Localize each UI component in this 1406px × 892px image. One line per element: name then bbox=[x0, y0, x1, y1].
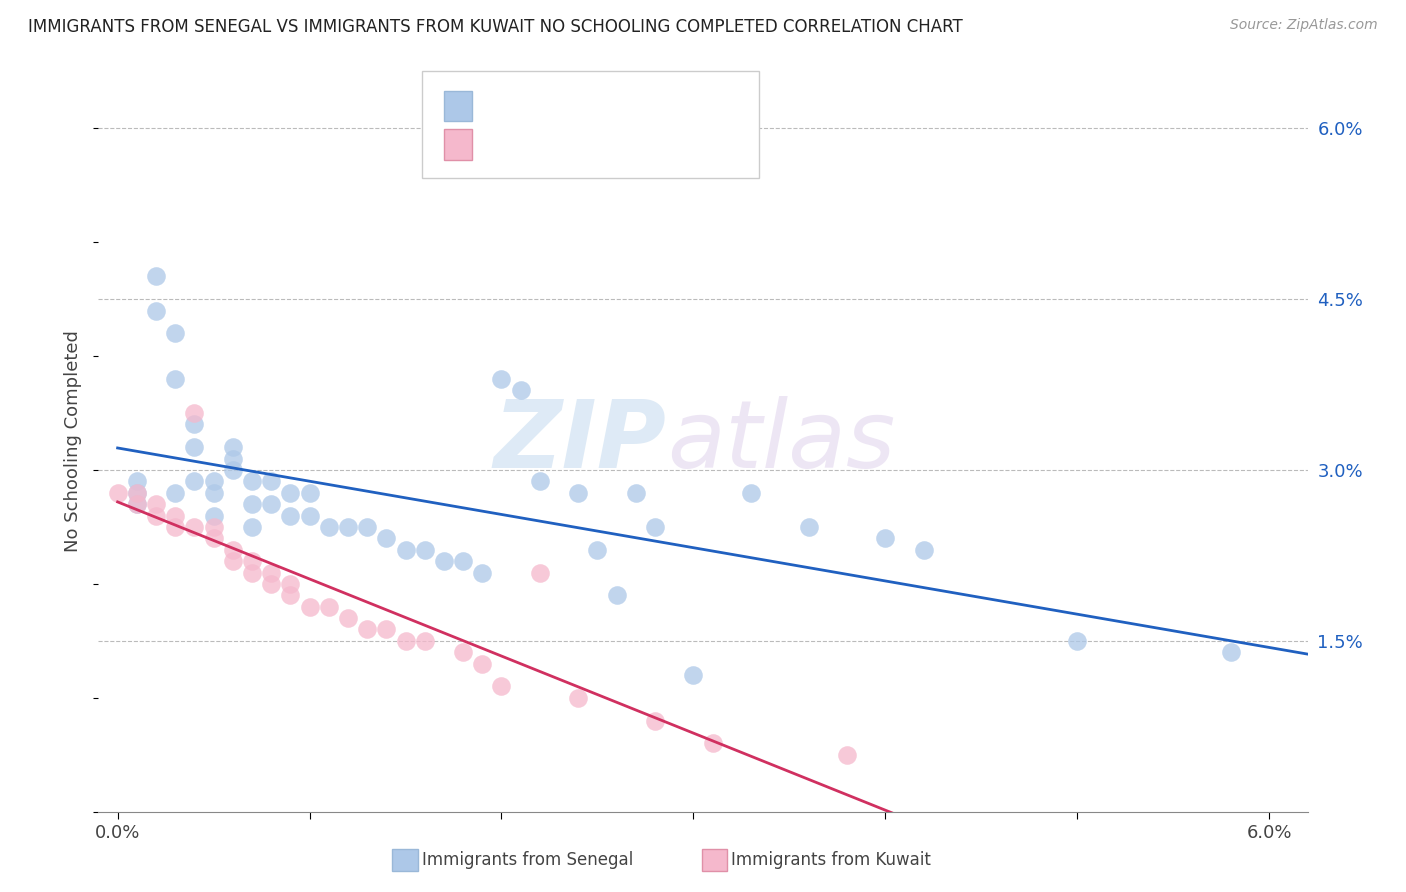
Point bbox=[222, 451, 245, 466]
Text: 34: 34 bbox=[623, 131, 648, 149]
Point bbox=[644, 520, 666, 534]
Point bbox=[125, 485, 148, 500]
Point bbox=[567, 485, 589, 500]
Point bbox=[356, 520, 378, 534]
Point bbox=[318, 599, 340, 614]
Point bbox=[433, 554, 456, 568]
Point bbox=[491, 680, 513, 694]
Point bbox=[298, 599, 321, 614]
Text: Immigrants from Kuwait: Immigrants from Kuwait bbox=[731, 851, 931, 869]
Point bbox=[222, 542, 245, 557]
Point bbox=[183, 406, 205, 420]
Point bbox=[202, 475, 225, 489]
Point bbox=[145, 497, 167, 511]
Point bbox=[875, 532, 897, 546]
Point bbox=[491, 372, 513, 386]
Point bbox=[1066, 633, 1088, 648]
Y-axis label: No Schooling Completed: No Schooling Completed bbox=[65, 331, 83, 552]
Point bbox=[165, 508, 187, 523]
Point bbox=[702, 736, 724, 750]
Point bbox=[125, 497, 148, 511]
Point bbox=[202, 520, 225, 534]
Text: N =: N = bbox=[588, 131, 627, 149]
Point bbox=[222, 554, 245, 568]
Point bbox=[260, 577, 283, 591]
Point bbox=[240, 554, 263, 568]
Point bbox=[375, 623, 398, 637]
Text: -0.495: -0.495 bbox=[516, 131, 581, 149]
Point bbox=[280, 577, 302, 591]
Point bbox=[835, 747, 858, 762]
Point bbox=[145, 508, 167, 523]
Point bbox=[260, 475, 283, 489]
Point bbox=[336, 520, 359, 534]
Point bbox=[1219, 645, 1241, 659]
Point bbox=[280, 588, 302, 602]
Point bbox=[394, 633, 416, 648]
Point bbox=[222, 440, 245, 454]
Point bbox=[280, 485, 302, 500]
Point bbox=[471, 657, 494, 671]
Text: N =: N = bbox=[588, 94, 627, 112]
Point bbox=[567, 690, 589, 705]
Text: atlas: atlas bbox=[666, 396, 896, 487]
Text: R =: R = bbox=[479, 131, 519, 149]
Point bbox=[165, 485, 187, 500]
Text: Source: ZipAtlas.com: Source: ZipAtlas.com bbox=[1230, 18, 1378, 32]
Point bbox=[145, 303, 167, 318]
Point bbox=[222, 463, 245, 477]
Point bbox=[183, 440, 205, 454]
Text: IMMIGRANTS FROM SENEGAL VS IMMIGRANTS FROM KUWAIT NO SCHOOLING COMPLETED CORRELA: IMMIGRANTS FROM SENEGAL VS IMMIGRANTS FR… bbox=[28, 18, 963, 36]
Point bbox=[451, 645, 474, 659]
Point bbox=[298, 485, 321, 500]
Point bbox=[183, 417, 205, 432]
Point bbox=[624, 485, 647, 500]
Text: ZIP: ZIP bbox=[494, 395, 666, 488]
Point bbox=[413, 542, 436, 557]
Text: -0.146: -0.146 bbox=[516, 94, 581, 112]
Point bbox=[356, 623, 378, 637]
Text: 50: 50 bbox=[623, 94, 648, 112]
Point bbox=[375, 532, 398, 546]
Point bbox=[740, 485, 762, 500]
Point bbox=[240, 475, 263, 489]
Point bbox=[240, 520, 263, 534]
Point bbox=[125, 497, 148, 511]
Point bbox=[298, 508, 321, 523]
Point bbox=[529, 566, 551, 580]
Point bbox=[125, 485, 148, 500]
Point bbox=[644, 714, 666, 728]
Point bbox=[240, 497, 263, 511]
Point bbox=[202, 508, 225, 523]
Point bbox=[797, 520, 820, 534]
Point bbox=[165, 326, 187, 341]
Point bbox=[280, 508, 302, 523]
Point bbox=[165, 372, 187, 386]
Point bbox=[529, 475, 551, 489]
Point bbox=[202, 532, 225, 546]
Point bbox=[682, 668, 704, 682]
Point bbox=[394, 542, 416, 557]
Point bbox=[260, 566, 283, 580]
Point bbox=[336, 611, 359, 625]
Point bbox=[606, 588, 628, 602]
Point bbox=[145, 269, 167, 284]
Text: R =: R = bbox=[479, 94, 519, 112]
Point bbox=[509, 384, 531, 398]
Point bbox=[240, 566, 263, 580]
Point bbox=[451, 554, 474, 568]
Point bbox=[471, 566, 494, 580]
Point bbox=[912, 542, 935, 557]
Point bbox=[318, 520, 340, 534]
Point bbox=[413, 633, 436, 648]
Point bbox=[586, 542, 609, 557]
Text: Immigrants from Senegal: Immigrants from Senegal bbox=[422, 851, 633, 869]
Point bbox=[107, 485, 129, 500]
Point bbox=[202, 485, 225, 500]
Point bbox=[183, 475, 205, 489]
Point bbox=[165, 520, 187, 534]
Point bbox=[260, 497, 283, 511]
Point bbox=[125, 475, 148, 489]
Point bbox=[183, 520, 205, 534]
